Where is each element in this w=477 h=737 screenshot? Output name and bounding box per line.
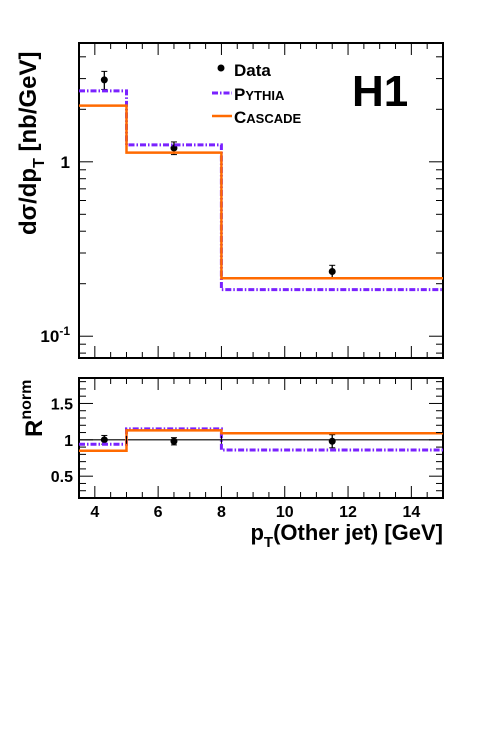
upper-y-tick-label: 10-1: [40, 324, 70, 346]
lower-y-tick-label: 0.5: [51, 469, 73, 486]
lower-cascade-step: [79, 429, 443, 452]
lower-pythia-step: [79, 427, 443, 452]
upper-data-point: [328, 267, 336, 275]
x-axis-label: pT(Other jet) [GeV]: [250, 520, 443, 551]
lower-data-point: [328, 437, 336, 445]
lower-panel-frame: [78, 377, 444, 499]
upper-y-tick-label: 1: [61, 153, 70, 172]
legend-data-marker: [217, 64, 225, 72]
upper-pythia-step: [79, 89, 443, 292]
x-tick-label: 8: [217, 504, 226, 521]
upper-y-axis-label: dσ/dpT [nb/GeV]: [15, 51, 48, 235]
legend-data-label: Data: [234, 61, 271, 80]
lower-y-tick-label: 1.5: [51, 396, 73, 413]
upper-cascade-step: [79, 104, 443, 280]
x-tick-label: 14: [402, 504, 420, 521]
lower-y-tick-label: 1: [64, 433, 73, 450]
legend-cascade-label: CASCADE: [234, 108, 302, 127]
x-tick-label: 6: [154, 504, 163, 521]
legend: Data PYTHIA CASCADE: [212, 61, 302, 127]
lower-y-axis-label: Rnorm: [18, 380, 48, 437]
upper-plot-layer: 10-1 1: [40, 43, 444, 498]
lower-plot-layer: 4 6 8 10 12 14 0.5 1 1.5: [51, 381, 443, 521]
x-tick-label: 12: [339, 504, 357, 521]
upper-data-point: [100, 76, 108, 84]
experiment-label: H1: [352, 67, 408, 116]
x-tick-label: 10: [276, 504, 294, 521]
legend-pythia-label: PYTHIA: [234, 85, 285, 104]
lower-data-point: [170, 437, 178, 445]
x-tick-label: 4: [90, 504, 99, 521]
